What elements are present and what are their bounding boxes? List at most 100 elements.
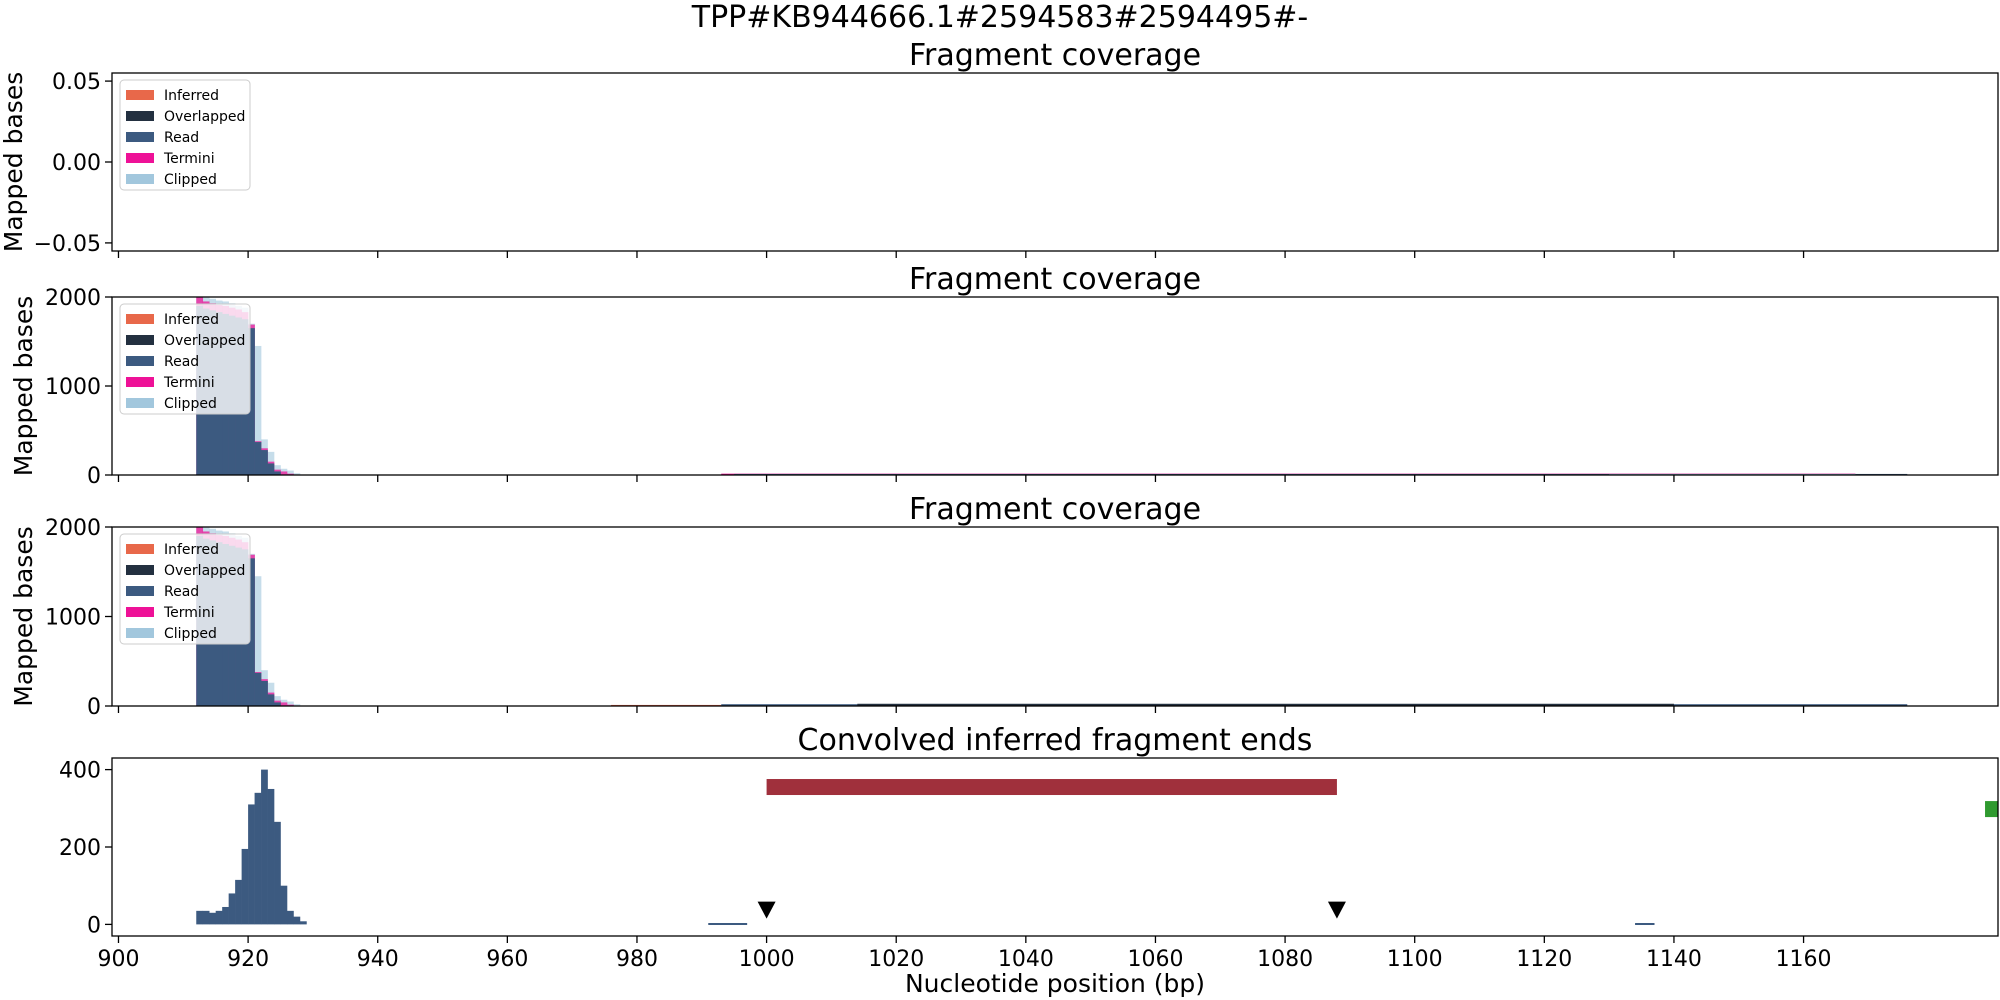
legend-swatch-overlapped: [126, 565, 154, 575]
bar-clipped: [293, 473, 301, 475]
legend-swatch-inferred: [126, 544, 154, 554]
legend-label-overlapped: Overlapped: [164, 333, 245, 349]
legend-swatch-termini: [126, 377, 154, 387]
range-bar-3: [766, 779, 1337, 796]
legend-swatch-read: [126, 586, 154, 596]
y-tick-label: 1000: [45, 375, 101, 400]
bar-read: [261, 680, 268, 706]
y-axis-label: Mapped bases: [0, 72, 28, 252]
bar-read: [254, 672, 262, 706]
bar-read: [254, 442, 262, 475]
legend-swatch-read: [126, 356, 154, 366]
chart-panel-4: Convolved inferred fragment ends 0 200 400 9…: [59, 723, 1999, 998]
bar-clipped: [286, 470, 294, 475]
legend-label-clipped: Clipped: [164, 626, 217, 642]
legend-label-termini: Termini: [163, 375, 215, 391]
legend-swatch-overlapped: [126, 335, 154, 345]
y-tick-label: 0: [87, 695, 101, 720]
bar-inferred-fragment-ends: [228, 893, 236, 925]
legend-label-termini: Termini: [163, 605, 215, 621]
legend-swatch-inferred: [126, 314, 154, 324]
x-tick-label: 920: [227, 947, 269, 972]
panel-title: Fragment coverage: [909, 492, 1201, 527]
legend: Inferred Overlapped Read Termini Clipped: [119, 533, 251, 645]
bar-inferred-fragment-ends: [267, 788, 275, 925]
panel-title: Convolved inferred fragment ends: [798, 723, 1313, 758]
x-tick-label: 940: [357, 947, 399, 972]
legend: Inferred Overlapped Read Termini Clipped: [119, 303, 251, 415]
plot-area: [196, 297, 1908, 475]
bar-read: [267, 463, 275, 475]
legend-label-read: Read: [164, 354, 199, 370]
range-bar-4: [1985, 801, 1998, 818]
legend-swatch-termini: [126, 153, 154, 163]
bar-read: [267, 694, 275, 706]
bar-read: [248, 328, 255, 475]
chart-panel-1: Fragment coverage −0.05 0.00 0.05 Mapped bas…: [0, 38, 1999, 258]
figure-suptitle: TPP#KB944666.1#2594583#2594495#-: [691, 0, 1309, 35]
bar-termini: [280, 702, 288, 706]
x-tick-label: 1000: [739, 947, 795, 972]
plot-area: [196, 527, 1908, 706]
legend-swatch-read: [126, 132, 154, 142]
y-tick-label: 0.00: [52, 151, 101, 176]
x-tick-label: 1080: [1257, 947, 1313, 972]
x-axis-label: Nucleotide position (bp): [905, 969, 1205, 998]
bar-inferred-fragment-ends: [202, 910, 210, 925]
bar-read: [274, 471, 281, 475]
bar-inferred-fragment-ends: [241, 848, 249, 925]
y-tick-label: 400: [59, 759, 101, 784]
bar-clipped: [286, 701, 294, 706]
x-tick-label: 1140: [1646, 947, 1702, 972]
bar-read: [248, 558, 255, 706]
x-tick-label: 900: [97, 947, 139, 972]
chart-panel-3: Fragment coverage 0 1000 2000 Mapped bases In…: [9, 492, 1999, 720]
y-axis-label: Mapped bases: [9, 296, 38, 476]
legend-swatch-clipped: [126, 628, 154, 638]
bar-termini: [286, 704, 294, 706]
position-marker-6: [1327, 901, 1346, 919]
flat-mark-1: [708, 923, 748, 926]
bar-read: [261, 450, 268, 475]
y-tick-label: 2000: [45, 516, 101, 541]
x-tick-label: 1040: [998, 947, 1054, 972]
bar-inferred-fragment-ends: [248, 804, 255, 925]
x-tick-label: 1020: [868, 947, 924, 972]
bar-termini: [286, 473, 294, 475]
plot-frame: [111, 296, 1999, 476]
x-tick-label: 1100: [1387, 947, 1443, 972]
y-axis-label: Mapped bases: [9, 526, 38, 706]
bar-termini: [280, 471, 288, 475]
legend-swatch-overlapped: [126, 111, 154, 121]
y-tick-label: 0: [87, 913, 101, 938]
legend-label-clipped: Clipped: [164, 172, 217, 188]
legend-label-clipped: Clipped: [164, 396, 217, 412]
plot-frame: [111, 72, 1999, 252]
plot-frame: [111, 526, 1999, 707]
bar-inferred-fragment-ends: [222, 906, 229, 925]
legend-swatch-clipped: [126, 398, 154, 408]
bar-clipped: [254, 345, 262, 475]
x-tick-label: 1120: [1516, 947, 1572, 972]
bar-inferred-fragment-ends: [254, 792, 262, 925]
bar-inferred-fragment-ends: [209, 912, 216, 925]
bar-inferred-fragment-ends: [261, 769, 268, 925]
bar-clipped: [254, 576, 262, 706]
legend: Inferred Overlapped Read Termini Clipped: [119, 79, 251, 191]
legend-swatch-termini: [126, 607, 154, 617]
x-tick-label: 1060: [1127, 947, 1183, 972]
legend-swatch-inferred: [126, 90, 154, 100]
x-tick-label: 960: [486, 947, 528, 972]
legend-label-termini: Termini: [163, 151, 215, 167]
x-tick-label: 980: [616, 947, 658, 972]
bar-inferred-fragment-ends: [235, 879, 242, 925]
bar-inferred-fragment-ends: [286, 910, 294, 925]
legend-label-overlapped: Overlapped: [164, 563, 245, 579]
y-tick-label: 1000: [45, 606, 101, 631]
legend-label-read: Read: [164, 130, 199, 146]
y-tick-label: 200: [59, 836, 101, 861]
y-tick-label: 0: [87, 464, 101, 489]
bar-inferred-fragment-ends: [293, 916, 301, 925]
bar-clipped: [293, 704, 301, 706]
legend-label-overlapped: Overlapped: [164, 109, 245, 125]
